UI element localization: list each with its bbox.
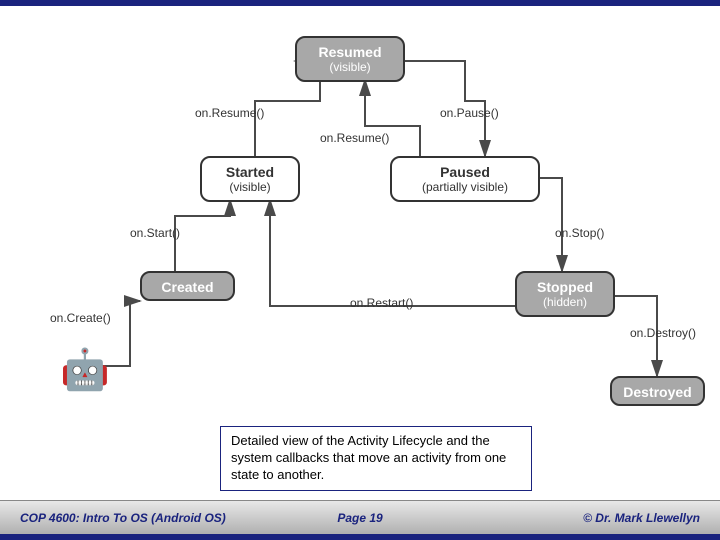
- footer-bar: COP 4600: Intro To OS (Android OS) Page …: [0, 500, 720, 534]
- bottom-border: [0, 534, 720, 540]
- state-started: Started (visible): [200, 156, 300, 202]
- state-destroyed-title: Destroyed: [623, 384, 691, 400]
- state-stopped: Stopped (hidden): [515, 271, 615, 317]
- state-created: Created: [140, 271, 235, 301]
- state-started-title: Started: [212, 164, 288, 180]
- caption-text: Detailed view of the Activity Lifecycle …: [231, 433, 506, 482]
- label-onpause: on.Pause(): [440, 106, 499, 120]
- caption-box: Detailed view of the Activity Lifecycle …: [220, 426, 532, 491]
- footer-right: © Dr. Mark Llewellyn: [473, 511, 700, 525]
- state-paused-sub: (partially visible): [402, 180, 528, 194]
- label-onresume1: on.Resume(): [195, 106, 264, 120]
- state-stopped-title: Stopped: [527, 279, 603, 295]
- state-created-title: Created: [161, 279, 213, 295]
- state-destroyed: Destroyed: [610, 376, 705, 406]
- state-paused: Paused (partially visible): [390, 156, 540, 202]
- android-icon: 🤖: [60, 346, 110, 393]
- state-resumed: Resumed (visible): [295, 36, 405, 82]
- state-paused-title: Paused: [402, 164, 528, 180]
- label-onrestart: on.Restart(): [350, 296, 413, 310]
- state-resumed-title: Resumed: [307, 44, 393, 60]
- label-ondestroy: on.Destroy(): [630, 326, 696, 340]
- state-started-sub: (visible): [212, 180, 288, 194]
- label-onstart: on.Start(): [130, 226, 180, 240]
- footer-center: Page 19: [247, 511, 474, 525]
- state-stopped-sub: (hidden): [527, 295, 603, 309]
- footer-left: COP 4600: Intro To OS (Android OS): [20, 511, 247, 525]
- state-resumed-sub: (visible): [307, 60, 393, 74]
- label-onstop: on.Stop(): [555, 226, 604, 240]
- label-onresume2: on.Resume(): [320, 131, 389, 145]
- lifecycle-diagram: Resumed (visible) Started (visible) Paus…: [0, 6, 720, 486]
- label-oncreate: on.Create(): [50, 311, 111, 325]
